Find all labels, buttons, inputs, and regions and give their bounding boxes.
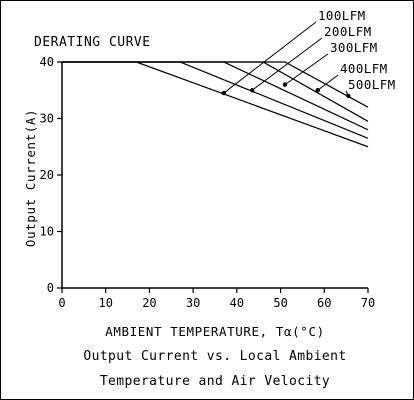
series-lines <box>62 61 369 148</box>
plot-area: 0 10 20 30 40 0 10 20 30 40 50 60 70 100LFM200LFM30… <box>40 8 396 310</box>
x-tick-label: 40 <box>230 296 244 310</box>
series-label-300lfm: 300LFM <box>330 40 378 55</box>
y-axis-title: Output Current(A) <box>23 109 38 247</box>
series-line-500lfm <box>62 61 369 108</box>
leader-line-0 <box>223 21 317 94</box>
series-line-200lfm <box>62 61 369 139</box>
series-marker-3 <box>315 88 320 93</box>
series-line-100lfm <box>62 61 369 148</box>
y-tick-label: 40 <box>40 55 54 69</box>
y-tick-label: 30 <box>40 112 54 126</box>
leader-line-1 <box>251 37 323 91</box>
y-tick-label: 10 <box>40 225 54 239</box>
leader-line-3 <box>317 74 339 91</box>
x-tick-label: 10 <box>98 296 112 310</box>
x-axis-title: AMBIENT TEMPERATURE, Tα(°C) <box>105 324 324 339</box>
caption-line-1: Output Current vs. Local Ambient <box>83 349 346 364</box>
series-label-100lfm: 100LFM <box>318 8 366 23</box>
x-tick-label: 30 <box>186 296 200 310</box>
series-label-400lfm: 400LFM <box>340 61 388 76</box>
x-ticks: 0 10 20 30 40 50 60 70 <box>58 288 375 310</box>
leader-lines <box>221 21 351 99</box>
series-marker-4 <box>346 93 351 99</box>
caption-line-2: Temperature and Air Velocity <box>100 374 330 389</box>
x-tick-label: 60 <box>317 296 331 310</box>
series-marker-0 <box>221 90 226 96</box>
series-marker-2 <box>282 82 288 87</box>
leader-line-2 <box>284 53 329 86</box>
series-label-200lfm: 200LFM <box>324 24 372 39</box>
x-tick-label: 50 <box>273 296 287 310</box>
x-tick-label: 70 <box>361 296 375 310</box>
x-tick-label: 20 <box>142 296 156 310</box>
series-marker-1 <box>249 88 255 93</box>
y-ticks: 0 10 20 30 40 <box>40 55 62 295</box>
series-label-500lfm: 500LFM <box>348 77 396 92</box>
y-tick-label: 20 <box>40 168 54 182</box>
y-tick-label: 0 <box>47 281 54 295</box>
chart-title: DERATING CURVE <box>34 35 151 50</box>
series-line-400lfm <box>62 61 369 122</box>
x-tick-label: 0 <box>58 296 65 310</box>
